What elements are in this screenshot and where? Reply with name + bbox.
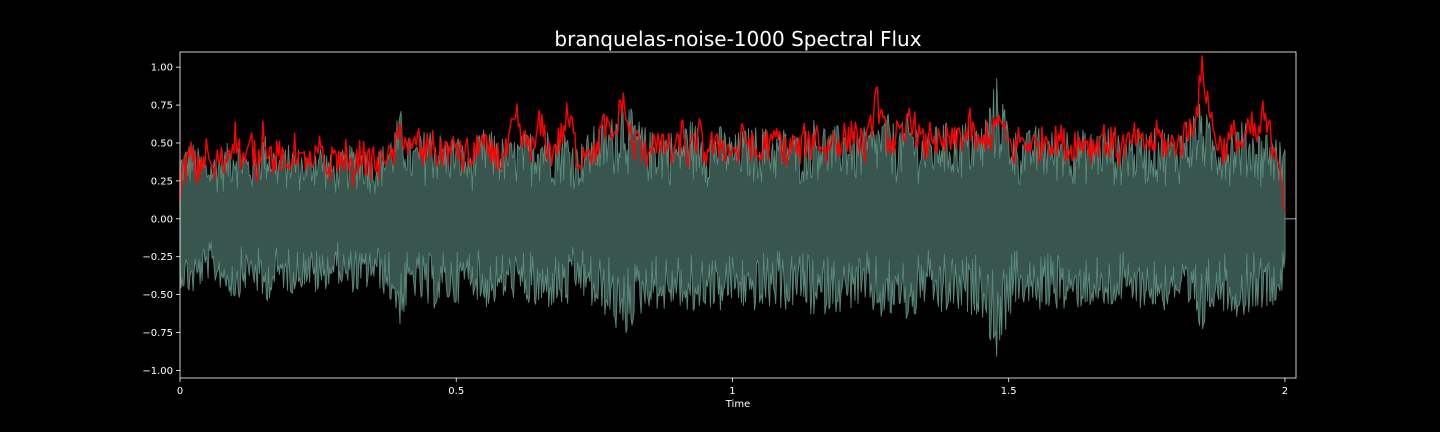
y-tick-label: −0.25 xyxy=(142,252,173,263)
waveform-layer xyxy=(179,78,1296,357)
y-tick-label: −0.50 xyxy=(142,290,173,301)
y-tick-label: −0.75 xyxy=(142,328,173,339)
y-tick-label: 0.75 xyxy=(151,101,173,112)
x-tick-label: 0 xyxy=(177,386,183,397)
series-layer xyxy=(179,55,1286,212)
plot-area xyxy=(179,55,1296,357)
waveform-area xyxy=(179,78,1286,357)
chart-title: branquelas-noise-1000 Spectral Flux xyxy=(554,27,921,51)
y-tick-label: 1.00 xyxy=(151,63,173,74)
y-axis: −1.00 −0.75 −0.50 −0.25 0.00 0.25 0.50 0.75 1.00 xyxy=(142,63,180,377)
x-tick-label: 2 xyxy=(1282,386,1288,397)
x-tick-label: 1.5 xyxy=(1001,386,1017,397)
y-tick-label: 0.50 xyxy=(151,138,173,149)
plot-frame xyxy=(179,51,1297,379)
y-tick-label: −1.00 xyxy=(142,366,173,377)
y-tick-label: 0.00 xyxy=(151,214,173,225)
series-line-0 xyxy=(179,55,1286,212)
x-axis: 0 0.5 1 1.5 2 xyxy=(177,378,1288,397)
x-axis-label: Time xyxy=(725,399,750,410)
y-tick-label: 0.25 xyxy=(151,176,173,187)
x-tick-label: 1 xyxy=(729,386,735,397)
x-tick-label: 0.5 xyxy=(448,386,464,397)
